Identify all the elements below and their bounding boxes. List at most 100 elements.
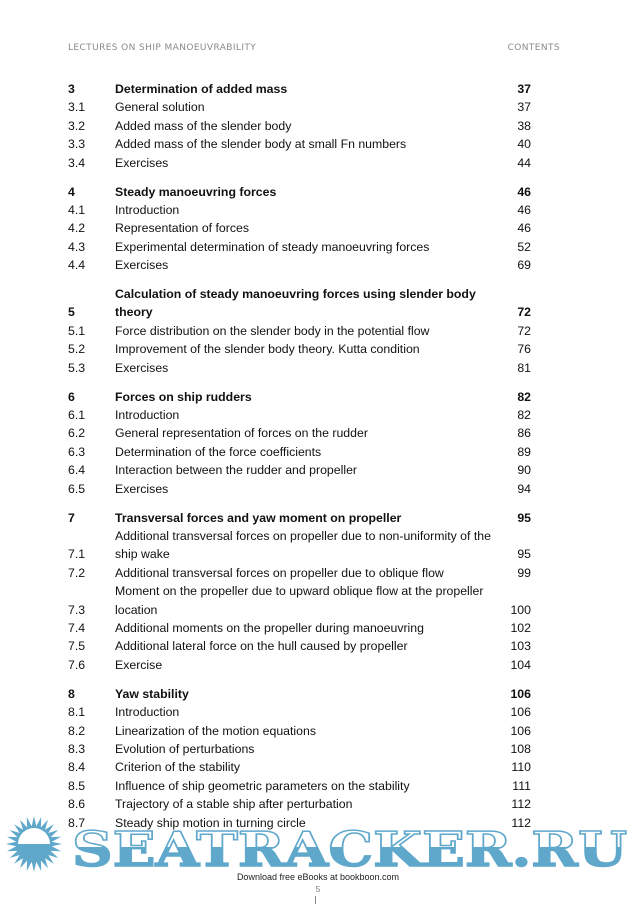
toc-chapter-row[interactable]: 6 Forces on ship rudders 82 — [68, 388, 531, 406]
toc-entry-row[interactable]: 3.4 Exercises 44 — [68, 154, 531, 172]
entry-number: 6.5 — [68, 481, 86, 496]
toc-entry-row[interactable]: 8.7 Steady ship motion in turning circle 1… — [68, 814, 531, 832]
toc-chapter-row[interactable]: 7 Transversal forces and yaw moment on pr… — [68, 509, 531, 527]
entry-title: Added mass of the slender body at small … — [115, 137, 407, 152]
toc-entry-row[interactable]: 3.2 Added mass of the slender body 38 — [68, 117, 531, 135]
toc-entry-row[interactable]: 7.2 Additional transversal forces on prop… — [68, 564, 531, 582]
entry-number: 8.6 — [68, 797, 86, 812]
toc-entry-row[interactable]: 6.3 Determination of the force coefficien… — [68, 443, 531, 461]
entry-page: 40 — [517, 137, 531, 152]
entry-title: Determination of added mass — [115, 82, 288, 96]
toc-entry-row[interactable]: 4.1 Introduction 46 — [68, 201, 531, 219]
toc-entry-row[interactable]: 6.2 General representation of forces on t… — [68, 424, 531, 442]
toc-section: 6 Forces on ship rudders 82 6.1 Introduction… — [68, 388, 531, 498]
entry-page: 76 — [517, 342, 531, 357]
toc-entry-row[interactable]: 6.5 Exercises 94 — [68, 480, 531, 498]
entry-title: Exercises — [115, 258, 169, 273]
entry-page: 46 — [517, 221, 531, 236]
toc-entry-row[interactable]: 8.2 Linearization of the motion equations… — [68, 722, 531, 740]
entry-title: Experimental determination of steady man… — [115, 239, 430, 254]
entry-title: Representation of forces — [115, 221, 249, 236]
entry-number: 6.2 — [68, 426, 86, 441]
entry-number: 7.5 — [68, 639, 86, 654]
footer-link[interactable]: Download free eBooks at bookboon.com — [236, 872, 400, 882]
entry-number: 4.4 — [68, 258, 86, 273]
entry-number: 7.4 — [68, 620, 86, 635]
footer-divider — [315, 896, 316, 904]
entry-page: 106 — [510, 723, 531, 738]
entry-page: 108 — [510, 741, 531, 756]
entry-number: 3.4 — [68, 155, 86, 170]
entry-number: 7.3 — [68, 602, 86, 617]
entry-number: 3.3 — [68, 137, 86, 152]
toc-entry-row[interactable]: 7.5 Additional lateral force on the hull … — [68, 637, 531, 655]
toc-chapter-row[interactable]: 3 Determination of added mass 37 — [68, 80, 531, 98]
entry-number: 7.6 — [68, 657, 86, 672]
entry-page: 106 — [510, 686, 531, 701]
toc-entry-row[interactable]: 7.4 Additional moments on the propeller d… — [68, 619, 531, 637]
toc-entry-row[interactable]: 7.3 Moment on the propeller due to upward… — [68, 582, 531, 619]
entry-title: Determination of the force coefficients — [115, 444, 322, 459]
toc-section: 4 Steady manoeuvring forces 46 4.1 Introduct… — [68, 183, 531, 275]
entry-page: 110 — [511, 760, 531, 775]
entry-number: 4.3 — [68, 239, 86, 254]
running-header-section: CONTENTS — [507, 43, 560, 53]
entry-page: 100 — [510, 602, 531, 617]
toc-entry-row[interactable]: 3.1 General solution 37 — [68, 98, 531, 116]
toc-chapter-row[interactable]: 4 Steady manoeuvring forces 46 — [68, 183, 531, 201]
toc-entry-row[interactable]: 8.5 Influence of ship geometric parameter… — [68, 777, 531, 795]
toc-entry-row[interactable]: 6.4 Interaction between the rudder and pr… — [68, 461, 531, 479]
entry-page: 82 — [517, 408, 531, 422]
toc-entry-row[interactable]: 8.3 Evolution of perturbations 108 — [68, 740, 531, 758]
entry-page: 86 — [517, 426, 531, 441]
entry-title: Force distribution on the slender body i… — [115, 323, 430, 338]
entry-page: 112 — [511, 797, 531, 812]
running-header-title: LECTURES ON SHIP MANOEUVRABILITY — [68, 43, 257, 53]
entry-page: 46 — [517, 202, 531, 217]
entry-title: Introduction — [115, 408, 180, 422]
entry-page: 95 — [517, 510, 531, 525]
entry-title: Exercises — [115, 360, 169, 375]
entry-number: 3.1 — [68, 100, 86, 115]
toc-entry-row[interactable]: 6.1 Introduction 82 — [68, 406, 531, 424]
toc-entry-row[interactable]: 5.2 Improvement of the slender body theor… — [68, 340, 531, 358]
toc-section: 7 Transversal forces and yaw moment on pr… — [68, 509, 531, 675]
entry-number: 8.4 — [68, 760, 86, 775]
toc-chapter-row[interactable]: 5 Calculation of steady manoeuvring force… — [68, 285, 531, 322]
entry-number: 5 — [68, 305, 75, 320]
watermark: SEATRACKER.RU — [6, 816, 628, 872]
toc-entry-row[interactable]: 5.1 Force distribution on the slender bod… — [68, 322, 531, 340]
entry-page: 104 — [510, 657, 531, 672]
toc-entry-row[interactable]: 4.3 Experimental determination of steady … — [68, 238, 531, 256]
entry-title: Influence of ship geometric parameters o… — [115, 778, 410, 793]
toc-entry-row[interactable]: 7.6 Exercise 104 — [68, 656, 531, 674]
toc-entry-row[interactable]: 5.3 Exercises 81 — [68, 359, 531, 377]
toc-chapter-row[interactable]: 8 Yaw stability 106 — [68, 685, 531, 703]
entry-page: 44 — [517, 155, 531, 170]
entry-number: 7.2 — [68, 565, 86, 580]
toc-entry-row[interactable]: 4.2 Representation of forces 46 — [68, 219, 531, 237]
toc-entry-row[interactable]: 8.6 Trajectory of a stable ship after per… — [68, 795, 531, 813]
entry-number: 4.1 — [68, 202, 86, 217]
entry-page: 72 — [517, 305, 531, 320]
entry-page: 102 — [510, 620, 531, 635]
entry-number: 5.1 — [68, 323, 86, 338]
toc-section: 5 Calculation of steady manoeuvring force… — [68, 285, 531, 377]
toc-entry-row[interactable]: 4.4 Exercises 69 — [68, 256, 531, 274]
entry-number: 7 — [68, 510, 75, 525]
entry-page: 94 — [517, 481, 531, 496]
toc-section: 3 Determination of added mass 37 3.1 General… — [68, 80, 531, 172]
entry-page: 103 — [510, 639, 531, 654]
table-of-contents: 3 Determination of added mass 37 3.1 General… — [68, 80, 531, 832]
toc-entry-row[interactable]: 7.1 Additional transversal forces on prop… — [68, 527, 531, 564]
entry-page: 111 — [512, 778, 531, 793]
toc-entry-row[interactable]: 8.1 Introduction 106 — [68, 703, 531, 721]
entry-page: 99 — [517, 565, 531, 580]
toc-entry-row[interactable]: 8.4 Criterion of the stability 110 — [68, 758, 531, 776]
entry-title: Steady manoeuvring forces — [115, 184, 277, 199]
entry-page: 89 — [517, 444, 531, 459]
entry-number: 8.3 — [68, 741, 86, 756]
entry-title: Evolution of perturbations — [115, 741, 255, 756]
toc-entry-row[interactable]: 3.3 Added mass of the slender body at sma… — [68, 135, 531, 153]
entry-title: Additional lateral force on the hull cau… — [115, 639, 408, 654]
